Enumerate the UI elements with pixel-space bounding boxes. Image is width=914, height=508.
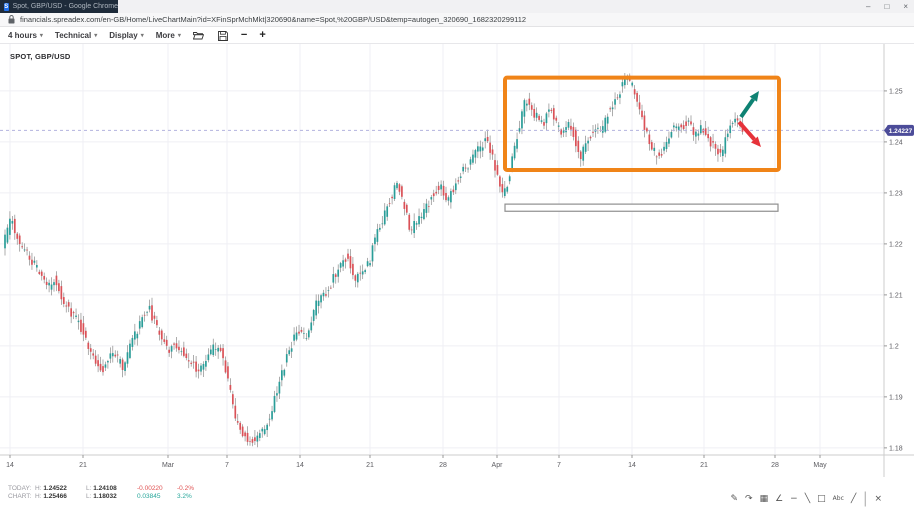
gridlines — [0, 44, 884, 455]
svg-text:Apr: Apr — [492, 462, 504, 469]
change-percent: 3.2% — [177, 493, 192, 500]
chevron-down-icon: ▾ — [39, 33, 43, 39]
rectangle-tool-icon[interactable]: □ — [817, 493, 826, 504]
close-tools-icon[interactable]: × — [874, 493, 882, 504]
low-value: 1.24108 — [93, 485, 117, 492]
svg-text:28: 28 — [439, 462, 447, 469]
high-label: H: — [35, 493, 44, 500]
table-columns-icon[interactable]: ▦ — [759, 493, 769, 504]
text-tool-icon[interactable]: Abc — [832, 495, 844, 502]
price-badge: 1.24227 — [884, 124, 914, 136]
svg-text:28: 28 — [771, 462, 779, 469]
high-value: 1.24522 — [43, 485, 67, 492]
chart-canvas[interactable]: 14 21 Mar 7 14 21 28 Apr 7 14 21 28 May1.251.241.231… — [0, 44, 914, 477]
window-titlebar: S Spot, GBP/USD - Google Chrome – □ × — [0, 0, 914, 13]
menu-label: Technical — [54, 31, 92, 40]
site-favicon-icon: S — [4, 2, 9, 11]
up-arrow-annotation[interactable] — [739, 91, 759, 119]
stats-row: TODAY: H: 1.24522 L: 1.24108 -0.00220 -0.2% — [8, 485, 203, 493]
svg-text:21: 21 — [79, 462, 87, 469]
titlebar-tab: S Spot, GBP/USD - Google Chrome — [0, 0, 118, 13]
svg-text:14: 14 — [296, 462, 304, 469]
high-label: H: — [35, 485, 44, 492]
chart-area: 14 21 Mar 7 14 21 28 Apr 7 14 21 28 May 1.25 1.24 1.23 1… — [0, 44, 914, 507]
menu-label: 4 hours — [8, 31, 37, 40]
separator: | — [863, 490, 868, 507]
svg-text:7: 7 — [225, 462, 229, 469]
trendline-tool-icon[interactable]: ╲ — [804, 493, 811, 504]
zoom-out-button[interactable]: − — [240, 29, 248, 41]
svg-text:1.25: 1.25 — [889, 88, 903, 95]
chevron-down-icon: ▾ — [140, 33, 144, 39]
candlestick-series — [4, 73, 744, 448]
svg-text:1.22: 1.22 — [889, 241, 903, 248]
svg-text:21: 21 — [700, 462, 708, 469]
save-icon[interactable] — [217, 30, 229, 42]
change-value: -0.00220 — [137, 485, 163, 492]
window-title: Spot, GBP/USD - Google Chrome — [12, 3, 118, 10]
y-axis-labels: 1.25 1.24 1.23 1.22 1.21 1.2 1.19 1.18 — [884, 88, 903, 452]
svg-text:1.18: 1.18 — [889, 445, 903, 452]
menu-display[interactable]: Display ▾ — [109, 31, 143, 40]
svg-text:1.21: 1.21 — [889, 292, 903, 299]
svg-text:14: 14 — [628, 462, 636, 469]
stats-row: CHART: H: 1.25466 L: 1.18032 0.03845 3.2% — [8, 493, 203, 501]
maximize-button[interactable]: □ — [884, 1, 890, 11]
svg-text:1.23: 1.23 — [889, 190, 903, 197]
instrument-label: SPOT, GBP/USD — [10, 52, 71, 61]
menu-label: Display — [109, 31, 138, 40]
price-stats: TODAY: H: 1.24522 L: 1.24108 -0.00220 -0.2% C… — [8, 485, 203, 501]
svg-text:21: 21 — [366, 462, 374, 469]
stats-row-label: CHART: — [8, 493, 32, 500]
drawing-toolbar: ✎ ↷ ▦ ∠ − ╲ □ Abc ╱ | × — [730, 490, 882, 508]
svg-text:May: May — [813, 462, 827, 469]
down-arrow-annotation[interactable] — [737, 120, 761, 147]
menu-technical[interactable]: Technical ▾ — [55, 31, 97, 40]
menu-4-hours[interactable]: 4 hours ▾ — [8, 31, 43, 40]
svg-text:1.2: 1.2 — [889, 343, 899, 350]
open-chart-icon[interactable] — [193, 30, 205, 42]
redo-arrow-icon[interactable]: ↷ — [745, 493, 753, 504]
svg-text:14: 14 — [6, 462, 14, 469]
minimize-button[interactable]: – — [866, 1, 871, 11]
axes-icon[interactable]: ∠ — [775, 493, 784, 504]
svg-text:1.24: 1.24 — [889, 139, 903, 146]
padlock-icon — [8, 15, 15, 24]
menu-label: More — [155, 31, 175, 40]
chart-toolbar: 4 hours ▾ Technical ▾ Display ▾ More ▾ − + — [0, 28, 914, 44]
url-text[interactable]: financials.spreadex.com/en-GB/Home/LiveC… — [20, 15, 527, 24]
change-percent: -0.2% — [177, 485, 194, 492]
svg-text:1.24227: 1.24227 — [889, 128, 913, 135]
chevron-down-icon: ▾ — [94, 33, 98, 39]
address-bar[interactable]: financials.spreadex.com/en-GB/Home/LiveC… — [0, 13, 914, 27]
low-value: 1.18032 — [93, 493, 117, 500]
close-button[interactable]: × — [903, 1, 908, 11]
pen-icon[interactable]: ✎ — [730, 493, 739, 504]
x-axis-labels: 14 21 Mar 7 14 21 28 Apr 7 14 21 28 May — [6, 455, 827, 469]
range-box-annotation[interactable] — [503, 75, 781, 172]
low-label: L: — [86, 485, 94, 492]
stats-row-label: TODAY: — [8, 485, 32, 492]
svg-text:7: 7 — [557, 462, 561, 469]
change-value: 0.03845 — [137, 493, 161, 500]
support-zone-annotation[interactable] — [504, 203, 779, 212]
low-label: L: — [86, 493, 94, 500]
chevron-down-icon: ▾ — [177, 33, 181, 39]
high-value: 1.25466 — [43, 493, 67, 500]
svg-text:1.19: 1.19 — [889, 394, 903, 401]
svg-text:Mar: Mar — [162, 462, 175, 469]
menu-more[interactable]: More ▾ — [156, 31, 181, 40]
diagonal-line-tool-icon[interactable]: ╱ — [850, 493, 857, 504]
zoom-in-button[interactable]: + — [259, 29, 266, 41]
horizontal-line-tool-icon[interactable]: − — [790, 493, 798, 504]
